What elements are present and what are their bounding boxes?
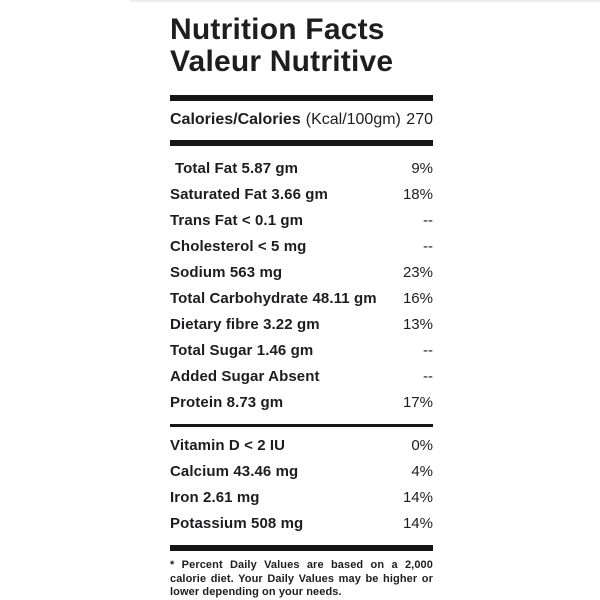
nutrient-row: Protein 8.73 gm 17% [170, 389, 433, 415]
micronutrient-row: Calcium 43.46 mg 4% [170, 458, 433, 484]
nutrient-daily-value: 16% [402, 289, 433, 307]
nutrient-label: Sodium 563 mg [170, 263, 283, 281]
nutrient-label: Added Sugar Absent [170, 367, 320, 385]
nutrient-daily-value: 13% [402, 315, 433, 333]
nutrient-row: Total Fat 5.87 gm 9% [170, 155, 433, 181]
calories-label-group: Calories/Calories (Kcal/100gm) [170, 111, 401, 129]
divider-above-micronutrients [170, 424, 433, 427]
nutrient-row: Trans Fat < 0.1 gm -- [170, 207, 433, 233]
divider-below-title [170, 95, 433, 101]
nutrient-row: Saturated Fat 3.66 gm 18% [170, 181, 433, 207]
divider-bottom [170, 545, 433, 551]
micronutrient-label: Iron 2.61 mg [170, 488, 260, 506]
micronutrient-daily-value: 14% [402, 488, 433, 506]
page-top-edge-line [130, 0, 600, 2]
nutrient-row: Cholesterol < 5 mg -- [170, 233, 433, 259]
nutrient-row: Dietary fibre 3.22 gm 13% [170, 311, 433, 337]
nutrient-label: Total Fat 5.87 gm [175, 159, 299, 177]
micronutrient-daily-value: 0% [411, 436, 433, 454]
divider-below-calories [170, 140, 433, 146]
calories-label: Calories/Calories [170, 111, 301, 128]
title-line-french: Valeur Nutritive [170, 45, 394, 78]
micronutrient-daily-value: 4% [411, 462, 433, 480]
micronutrient-rows: Vitamin D < 2 IU 0% Calcium 43.46 mg 4% … [170, 427, 433, 536]
micronutrient-row: Potassium 508 mg 14% [170, 510, 433, 536]
nutrient-rows: Total Fat 5.87 gm 9% Saturated Fat 3.66 … [170, 146, 433, 415]
micronutrient-label: Vitamin D < 2 IU [170, 436, 286, 454]
nutrient-label: Total Carbohydrate 48.11 gm [170, 289, 377, 307]
nutrient-row: Sodium 563 mg 23% [170, 259, 433, 285]
micronutrient-label: Calcium 43.46 mg [170, 462, 299, 480]
nutrient-row: Total Sugar 1.46 gm -- [170, 337, 433, 363]
nutrient-label: Dietary fibre 3.22 gm [170, 315, 320, 333]
calories-row: Calories/Calories (Kcal/100gm) 270 [170, 101, 433, 140]
nutrient-label: Cholesterol < 5 mg [170, 237, 307, 255]
title-line-english: Nutrition Facts [170, 13, 385, 46]
nutrient-daily-value: 17% [402, 393, 433, 411]
nutrient-label: Total Sugar 1.46 gm [170, 341, 314, 359]
nutrient-daily-value: 9% [411, 159, 433, 177]
nutrient-daily-value: -- [423, 341, 433, 359]
nutrient-label: Saturated Fat 3.66 gm [170, 185, 328, 203]
nutrient-row: Total Carbohydrate 48.11 gm 16% [170, 285, 433, 311]
micronutrient-label: Potassium 508 mg [170, 514, 304, 532]
nutrient-label: Protein 8.73 gm [170, 393, 284, 411]
daily-value-footnote: * Percent Daily Values are based on a 2,… [170, 559, 433, 598]
micronutrient-daily-value: 14% [402, 514, 433, 532]
calories-value: 270 [406, 111, 433, 128]
micronutrient-row: Vitamin D < 2 IU 0% [170, 432, 433, 458]
nutrient-daily-value: 18% [402, 185, 433, 203]
nutrient-daily-value: -- [423, 237, 433, 255]
nutrient-row: Added Sugar Absent -- [170, 363, 433, 389]
nutrient-label: Trans Fat < 0.1 gm [170, 211, 304, 229]
micronutrient-row: Iron 2.61 mg 14% [170, 484, 433, 510]
nutrition-facts-card: Nutrition Facts Valeur Nutritive Calorie… [150, 0, 450, 600]
nutrient-daily-value: -- [423, 211, 433, 229]
calories-unit: (Kcal/100gm) [305, 111, 401, 128]
label-title: Nutrition Facts Valeur Nutritive [170, 14, 433, 78]
nutrient-daily-value: -- [423, 367, 433, 385]
nutrient-daily-value: 23% [402, 263, 433, 281]
